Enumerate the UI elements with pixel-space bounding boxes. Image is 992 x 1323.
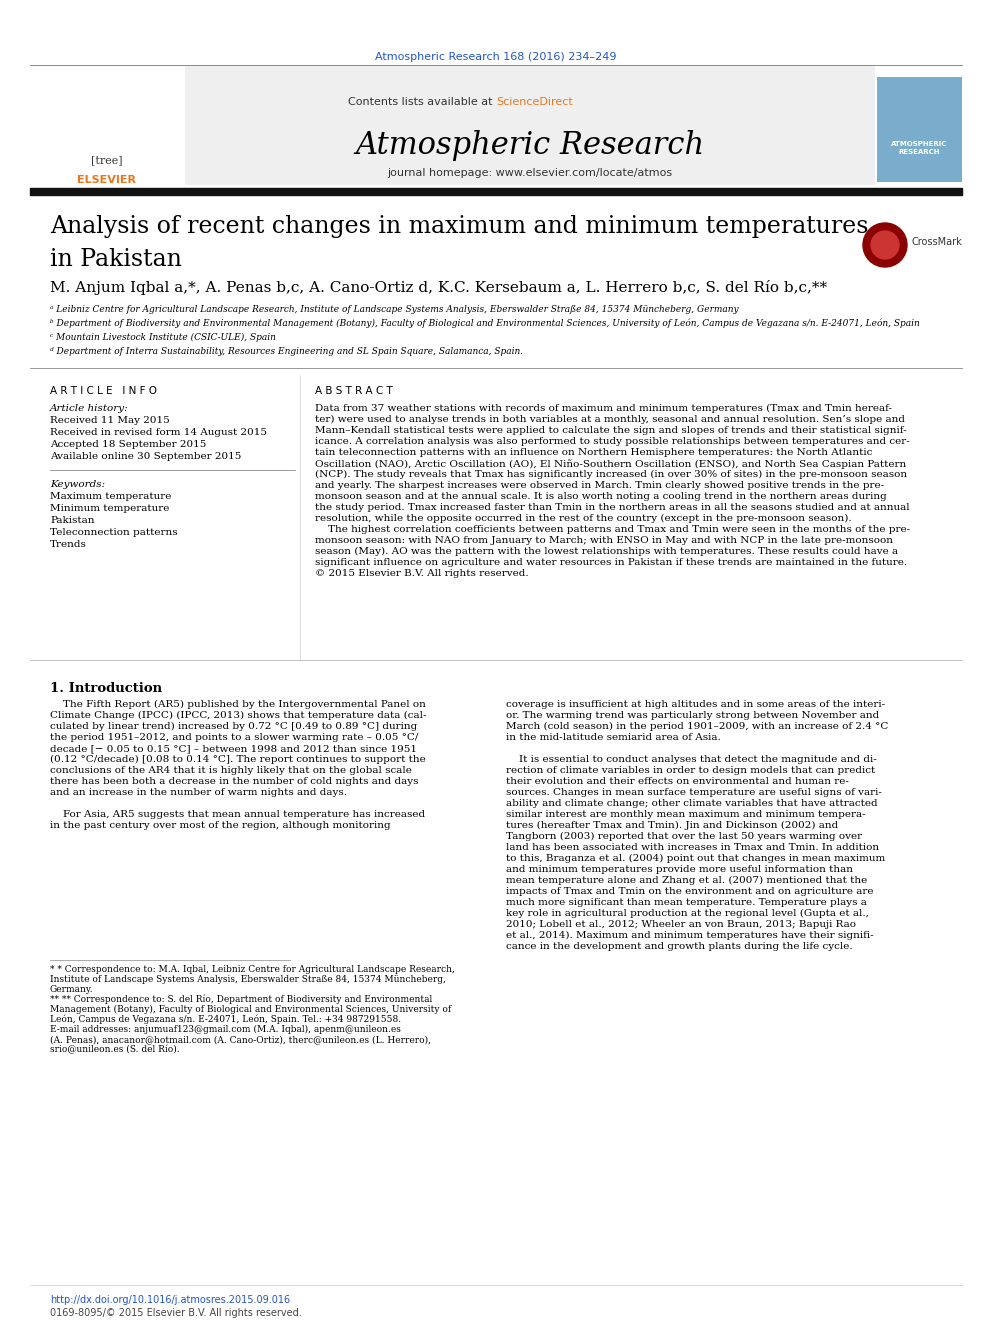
Text: March (cold season) in the period 1901–2009, with an increase of 2.4 °C: March (cold season) in the period 1901–2…: [506, 722, 889, 732]
Text: A B S T R A C T: A B S T R A C T: [315, 386, 393, 396]
Text: 0169-8095/© 2015 Elsevier B.V. All rights reserved.: 0169-8095/© 2015 Elsevier B.V. All right…: [50, 1308, 302, 1318]
Text: or. The warming trend was particularly strong between November and: or. The warming trend was particularly s…: [506, 710, 879, 720]
Text: coverage is insufficient at high altitudes and in some areas of the interi-: coverage is insufficient at high altitud…: [506, 700, 885, 709]
Text: (A. Penas), anacanor@hotmail.com (A. Cano-Ortiz), therc@unileon.es (L. Herrero),: (A. Penas), anacanor@hotmail.com (A. Can…: [50, 1035, 431, 1044]
Text: season (May). AO was the pattern with the lowest relationships with temperatures: season (May). AO was the pattern with th…: [315, 546, 898, 556]
Text: Contents lists available at: Contents lists available at: [348, 97, 496, 107]
Circle shape: [863, 224, 907, 267]
Text: Accepted 18 September 2015: Accepted 18 September 2015: [50, 441, 206, 448]
Text: similar interest are monthly mean maximum and minimum tempera-: similar interest are monthly mean maximu…: [506, 810, 866, 819]
Text: icance. A correlation analysis was also performed to study possible relationship: icance. A correlation analysis was also …: [315, 437, 910, 446]
Text: 2010; Lobell et al., 2012; Wheeler an von Braun, 2013; Bapuji Rao: 2010; Lobell et al., 2012; Wheeler an vo…: [506, 919, 856, 929]
Text: Atmospheric Research 168 (2016) 234–249: Atmospheric Research 168 (2016) 234–249: [375, 52, 617, 62]
Text: It is essential to conduct analyses that detect the magnitude and di-: It is essential to conduct analyses that…: [506, 755, 877, 763]
Text: M. Anjum Iqbal a,*, A. Penas b,c, A. Cano-Ortiz d, K.C. Kersebaum a, L. Herrero : M. Anjum Iqbal a,*, A. Penas b,c, A. Can…: [50, 280, 827, 295]
Text: Received 11 May 2015: Received 11 May 2015: [50, 415, 170, 425]
Text: http://dx.doi.org/10.1016/j.atmosres.2015.09.016: http://dx.doi.org/10.1016/j.atmosres.201…: [50, 1295, 290, 1304]
Text: resolution, while the opposite occurred in the rest of the country (except in th: resolution, while the opposite occurred …: [315, 515, 851, 523]
Text: ** ** Correspondence to: S. del Río, Department of Biodiversity and Environmenta: ** ** Correspondence to: S. del Río, Dep…: [50, 995, 433, 1004]
Text: and yearly. The sharpest increases were observed in March. Tmin clearly showed p: and yearly. The sharpest increases were …: [315, 482, 884, 490]
Text: Oscillation (NAO), Arctic Oscillation (AO), El Niño-Southern Oscillation (ENSO),: Oscillation (NAO), Arctic Oscillation (A…: [315, 459, 907, 468]
Text: to this, Braganza et al. (2004) point out that changes in mean maximum: to this, Braganza et al. (2004) point ou…: [506, 855, 885, 863]
Text: ability and climate change; other climate variables that have attracted: ability and climate change; other climat…: [506, 799, 878, 808]
Text: ᵃ Leibniz Centre for Agricultural Landscape Research, Institute of Landscape Sys: ᵃ Leibniz Centre for Agricultural Landsc…: [50, 306, 739, 314]
Text: ELSEVIER: ELSEVIER: [77, 175, 137, 185]
Circle shape: [871, 232, 899, 259]
Text: significant influence on agriculture and water resources in Pakistan if these tr: significant influence on agriculture and…: [315, 558, 907, 568]
Text: Available online 30 September 2015: Available online 30 September 2015: [50, 452, 241, 460]
Text: there has been both a decrease in the number of cold nights and days: there has been both a decrease in the nu…: [50, 777, 419, 786]
Text: Minimum temperature: Minimum temperature: [50, 504, 170, 513]
Text: tures (hereafter Tmax and Tmin). Jin and Dickinson (2002) and: tures (hereafter Tmax and Tmin). Jin and…: [506, 822, 838, 830]
Text: cance in the development and growth plants during the life cycle.: cance in the development and growth plan…: [506, 942, 853, 951]
Text: Teleconnection patterns: Teleconnection patterns: [50, 528, 178, 537]
Text: much more significant than mean temperature. Temperature plays a: much more significant than mean temperat…: [506, 898, 867, 908]
Text: * * Correspondence to: M.A. Iqbal, Leibniz Centre for Agricultural Landscape Res: * * Correspondence to: M.A. Iqbal, Leibn…: [50, 964, 455, 974]
Text: the study period. Tmax increased faster than Tmin in the northern areas in all t: the study period. Tmax increased faster …: [315, 503, 910, 512]
Text: decade [− 0.05 to 0.15 °C] – between 1998 and 2012 than since 1951: decade [− 0.05 to 0.15 °C] – between 199…: [50, 744, 417, 753]
Text: mean temperature alone and Zhang et al. (2007) mentioned that the: mean temperature alone and Zhang et al. …: [506, 876, 867, 885]
Bar: [877, 77, 962, 183]
Text: journal homepage: www.elsevier.com/locate/atmos: journal homepage: www.elsevier.com/locat…: [388, 168, 673, 179]
Text: in the past century over most of the region, although monitoring: in the past century over most of the reg…: [50, 822, 391, 830]
Text: monsoon season and at the annual scale. It is also worth noting a cooling trend : monsoon season and at the annual scale. …: [315, 492, 887, 501]
Bar: [30, 65, 185, 185]
Text: conclusions of the AR4 that it is highly likely that on the global scale: conclusions of the AR4 that it is highly…: [50, 766, 412, 775]
Text: in Pakistan: in Pakistan: [50, 247, 182, 271]
Text: (NCP). The study reveals that Tmax has significantly increased (in over 30% of s: (NCP). The study reveals that Tmax has s…: [315, 470, 907, 479]
Text: Mann–Kendall statistical tests were applied to calculate the sign and slopes of : Mann–Kendall statistical tests were appl…: [315, 426, 907, 435]
Text: and minimum temperatures provide more useful information than: and minimum temperatures provide more us…: [506, 865, 853, 875]
Text: in the mid-latitude semiarid area of Asia.: in the mid-latitude semiarid area of Asi…: [506, 733, 721, 742]
Text: ATMOSPHERIC
RESEARCH: ATMOSPHERIC RESEARCH: [891, 142, 947, 155]
Text: Keywords:: Keywords:: [50, 480, 105, 490]
Text: Management (Botany), Faculty of Biological and Environmental Sciences, Universit: Management (Botany), Faculty of Biologic…: [50, 1005, 451, 1015]
Text: rection of climate variables in order to design models that can predict: rection of climate variables in order to…: [506, 766, 875, 775]
Text: impacts of Tmax and Tmin on the environment and on agriculture are: impacts of Tmax and Tmin on the environm…: [506, 886, 874, 896]
Text: Atmospheric Research: Atmospheric Research: [355, 130, 704, 161]
Text: culated by linear trend) increased by 0.72 °C [0.49 to 0.89 °C] during: culated by linear trend) increased by 0.…: [50, 722, 418, 732]
Text: ᵈ Department of Interra Sustainability, Resources Engineering and SL Spain Squar: ᵈ Department of Interra Sustainability, …: [50, 347, 523, 356]
Text: The highest correlation coefficients between patterns and Tmax and Tmin were see: The highest correlation coefficients bet…: [315, 525, 910, 534]
Text: © 2015 Elsevier B.V. All rights reserved.: © 2015 Elsevier B.V. All rights reserved…: [315, 569, 529, 578]
Text: A R T I C L E   I N F O: A R T I C L E I N F O: [50, 386, 157, 396]
Text: Data from 37 weather stations with records of maximum and minimum temperatures (: Data from 37 weather stations with recor…: [315, 404, 892, 413]
Text: Received in revised form 14 August 2015: Received in revised form 14 August 2015: [50, 429, 267, 437]
Text: land has been associated with increases in Tmax and Tmin. In addition: land has been associated with increases …: [506, 843, 879, 852]
Text: For Asia, AR5 suggests that mean annual temperature has increased: For Asia, AR5 suggests that mean annual …: [50, 810, 426, 819]
Text: sources. Changes in mean surface temperature are useful signs of vari-: sources. Changes in mean surface tempera…: [506, 789, 882, 796]
Text: key role in agricultural production at the regional level (Gupta et al.,: key role in agricultural production at t…: [506, 909, 869, 918]
Text: 1. Introduction: 1. Introduction: [50, 681, 162, 695]
Text: Trends: Trends: [50, 540, 87, 549]
Text: Pakistan: Pakistan: [50, 516, 94, 525]
Text: [tree]: [tree]: [91, 155, 123, 165]
Text: ᶜ Mountain Livestock Institute (CSIC-ULE), Spain: ᶜ Mountain Livestock Institute (CSIC-ULE…: [50, 333, 276, 343]
Text: Analysis of recent changes in maximum and minimum temperatures: Analysis of recent changes in maximum an…: [50, 216, 869, 238]
Text: ScienceDirect: ScienceDirect: [496, 97, 572, 107]
Text: E-mail addresses: anjumuaf123@gmail.com (M.A. Iqbal), apenm@unileon.es: E-mail addresses: anjumuaf123@gmail.com …: [50, 1025, 401, 1035]
Bar: [185, 65, 875, 185]
Text: CrossMark: CrossMark: [912, 237, 963, 247]
Text: Article history:: Article history:: [50, 404, 129, 413]
Text: srio@unileon.es (S. del Río).: srio@unileon.es (S. del Río).: [50, 1045, 180, 1054]
Text: ter) were used to analyse trends in both variables at a monthly, seasonal and an: ter) were used to analyse trends in both…: [315, 415, 905, 425]
Text: their evolution and their effects on environmental and human re-: their evolution and their effects on env…: [506, 777, 849, 786]
Text: and an increase in the number of warm nights and days.: and an increase in the number of warm ni…: [50, 789, 347, 796]
Text: Germany.: Germany.: [50, 986, 93, 994]
Text: the period 1951–2012, and points to a slower warming rate – 0.05 °C/: the period 1951–2012, and points to a sl…: [50, 733, 419, 742]
Text: Climate Change (IPCC) (IPCC, 2013) shows that temperature data (cal-: Climate Change (IPCC) (IPCC, 2013) shows…: [50, 710, 427, 720]
Text: Tangborn (2003) reported that over the last 50 years warming over: Tangborn (2003) reported that over the l…: [506, 832, 862, 841]
Text: León, Campus de Vegazana s/n. E-24071, León, Spain. Tel.: +34 987291558.: León, Campus de Vegazana s/n. E-24071, L…: [50, 1015, 401, 1024]
Text: tain teleconnection patterns with an influence on Northern Hemisphere temperatur: tain teleconnection patterns with an inf…: [315, 448, 872, 456]
Text: monsoon season: with NAO from January to March; with ENSO in May and with NCP in: monsoon season: with NAO from January to…: [315, 536, 893, 545]
Text: ᵇ Department of Biodiversity and Environmental Management (Botany), Faculty of B: ᵇ Department of Biodiversity and Environ…: [50, 319, 920, 328]
Text: et al., 2014). Maximum and minimum temperatures have their signifi-: et al., 2014). Maximum and minimum tempe…: [506, 931, 874, 941]
Text: The Fifth Report (AR5) published by the Intergovernmental Panel on: The Fifth Report (AR5) published by the …: [50, 700, 426, 709]
Text: Maximum temperature: Maximum temperature: [50, 492, 172, 501]
Text: Institute of Landscape Systems Analysis, Eberswalder Straße 84, 15374 Müncheberg: Institute of Landscape Systems Analysis,…: [50, 975, 445, 984]
Text: (0.12 °C/decade) [0.08 to 0.14 °C]. The report continues to support the: (0.12 °C/decade) [0.08 to 0.14 °C]. The …: [50, 755, 426, 765]
